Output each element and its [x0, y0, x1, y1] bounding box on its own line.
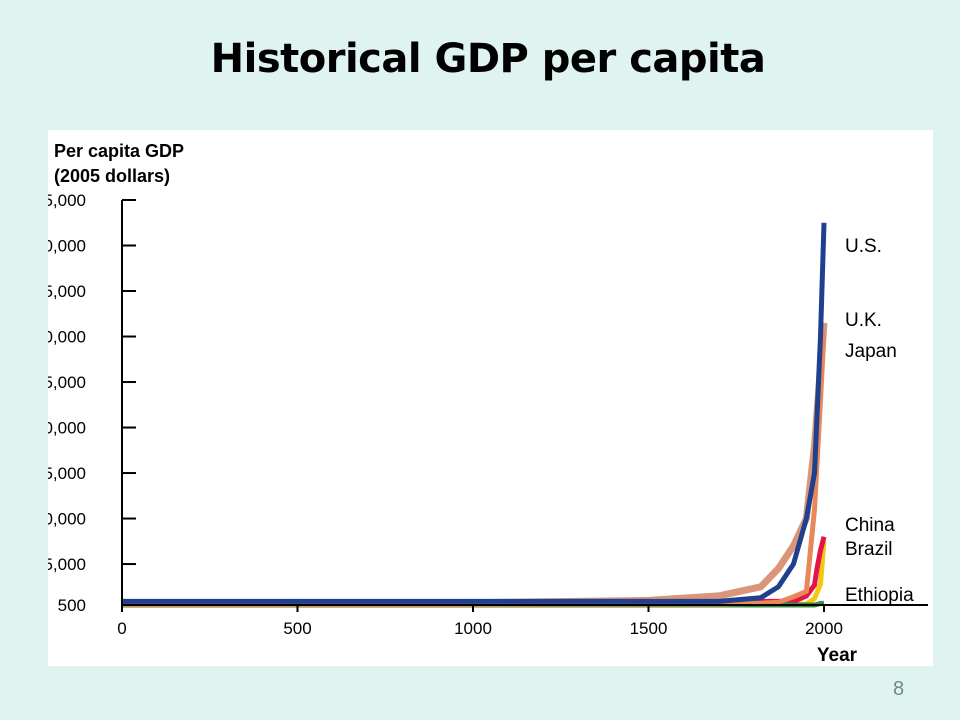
series-lines: [121, 222, 828, 608]
x-tick-label: 500: [283, 619, 311, 638]
y-tick-label: 500: [58, 596, 86, 615]
y-tick-label: 5,000: [48, 555, 86, 574]
series-label-u-k: U.K.: [845, 310, 882, 331]
x-tick-label: 1500: [630, 619, 668, 638]
series-line-japan: [122, 331, 827, 607]
x-tick-label: 1000: [454, 619, 492, 638]
y-tick-label: 40,000: [48, 237, 86, 256]
x-axis-label: Year: [817, 645, 858, 666]
slide-title: Historical GDP per capita: [210, 36, 766, 82]
axes: 500 5,000 10,000 15,000 20,000 25,000 30,000 35…: [48, 191, 928, 638]
page-number: 8: [893, 678, 905, 700]
y-tick-label: 15,000: [48, 464, 86, 483]
x-tick-label: 2000: [805, 619, 843, 638]
y-tick-label: 30,000: [48, 328, 86, 347]
series-label-brazil: Brazil: [845, 539, 893, 560]
y-axis-label-line-2: (2005 dollars): [54, 166, 170, 186]
series-line-u-s: [122, 222, 827, 604]
y-tick-label: 45,000: [48, 191, 86, 210]
series-label-japan: Japan: [845, 341, 897, 362]
y-tick-label: 20,000: [48, 419, 86, 438]
y-axis-label-line-1: Per capita GDP: [54, 141, 184, 161]
chart-panel: Per capita GDP (2005 dollars) 500 5,000 10…: [48, 130, 933, 666]
x-tick-label: 0: [117, 619, 126, 638]
series-label-u-s: U.S.: [845, 236, 882, 257]
gdp-line-chart: Per capita GDP (2005 dollars) 500 5,000 10…: [48, 141, 928, 666]
y-tick-label: 35,000: [48, 282, 86, 301]
y-tick-label: 10,000: [48, 510, 86, 529]
series-labels: U.K. China Brazil Ethiopia Japan U.S.: [845, 236, 914, 606]
series-line-u-k: [121, 322, 828, 607]
series-label-ethiopia: Ethiopia: [845, 585, 914, 606]
series-label-china: China: [845, 515, 895, 536]
y-tick-label: 25,000: [48, 373, 86, 392]
